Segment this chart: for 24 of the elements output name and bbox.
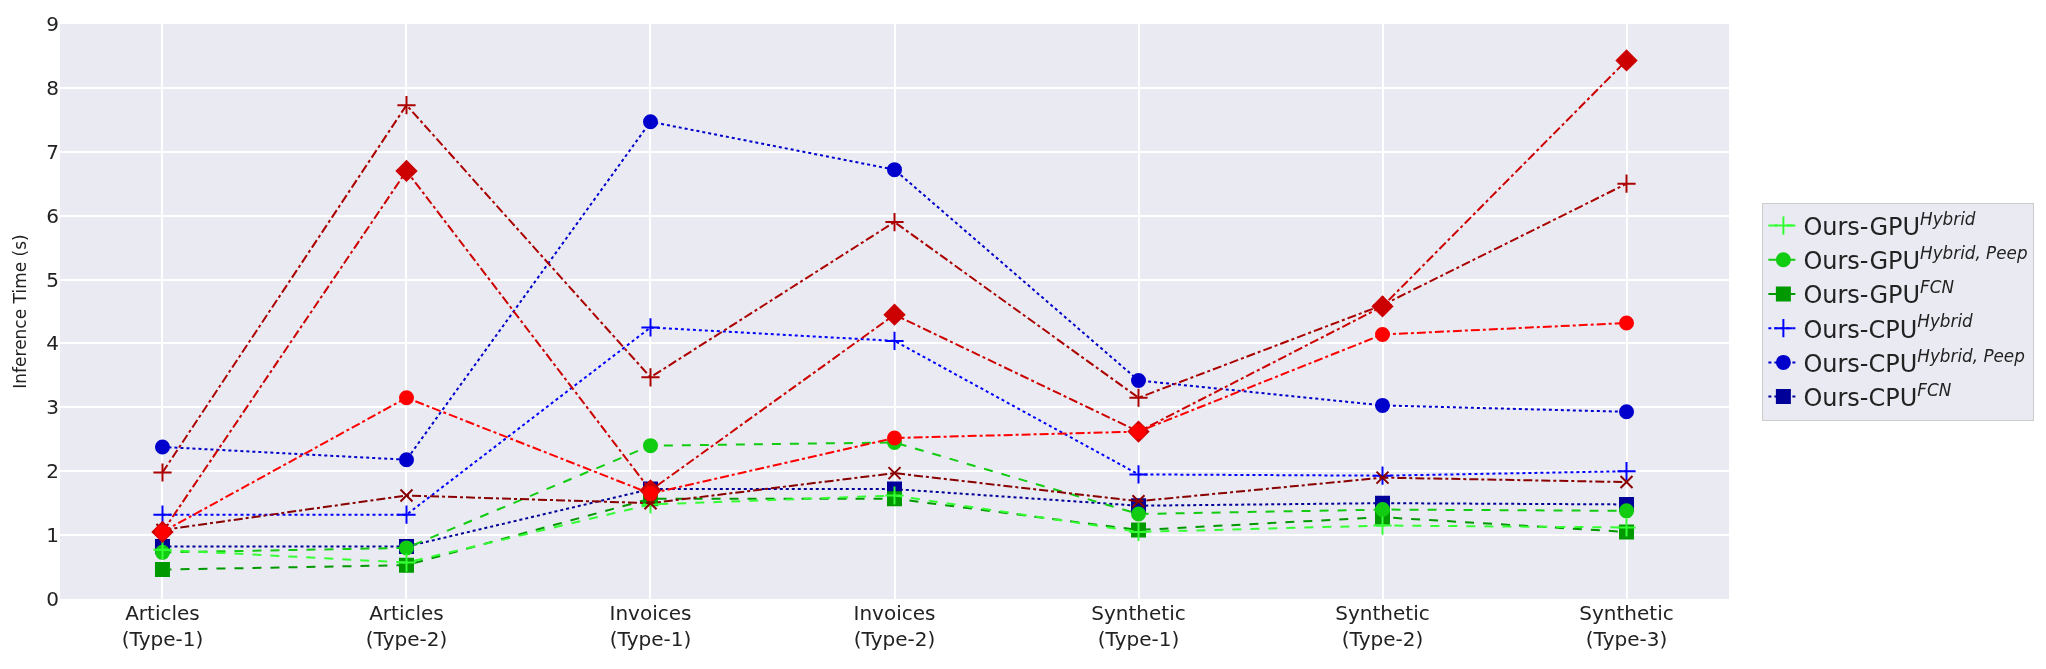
x-tick-label: Articles (Type-1) xyxy=(121,601,204,651)
legend-label: Ours-GPU$^{FCN}$ xyxy=(1803,277,1955,310)
y-tick-label: 6 xyxy=(46,203,59,228)
y-axis-title: Inference Time (s) xyxy=(9,234,30,389)
x-tick-label: Synthetic (Type-3) xyxy=(1579,601,1674,651)
y-tick-label: 2 xyxy=(46,459,59,484)
y-tick-label: 1 xyxy=(46,523,59,548)
x-tick-label: Synthetic (Type-2) xyxy=(1335,601,1430,651)
x-tick-label: Articles (Type-2) xyxy=(365,601,448,651)
legend-label: Ours-GPU$^{Hybrid}$ xyxy=(1803,208,1976,241)
y-tick-label: 9 xyxy=(46,12,59,36)
legend-label: Ours-CPU$^{FCN}$ xyxy=(1803,379,1952,412)
x-tick-label: Synthetic (Type-1) xyxy=(1091,601,1186,651)
legend-label: Ours-CPU$^{Hybrid}$ xyxy=(1803,311,1974,344)
y-tick-label: 3 xyxy=(46,395,59,420)
x-tick-label: Invoices (Type-1) xyxy=(609,601,692,651)
legend-label: Ours-GPU$^{Hybrid, Peep}$ xyxy=(1803,243,2028,276)
x-tick-label: Invoices (Type-2) xyxy=(853,601,936,651)
legend-label: Ours-CPU$^{Hybrid, Peep}$ xyxy=(1803,345,2025,378)
y-tick-label: 4 xyxy=(46,331,59,356)
y-tick-label: 5 xyxy=(46,267,59,292)
y-tick-label: 7 xyxy=(46,139,59,164)
y-tick-label: 0 xyxy=(46,587,59,611)
y-tick-label: 8 xyxy=(46,75,59,100)
